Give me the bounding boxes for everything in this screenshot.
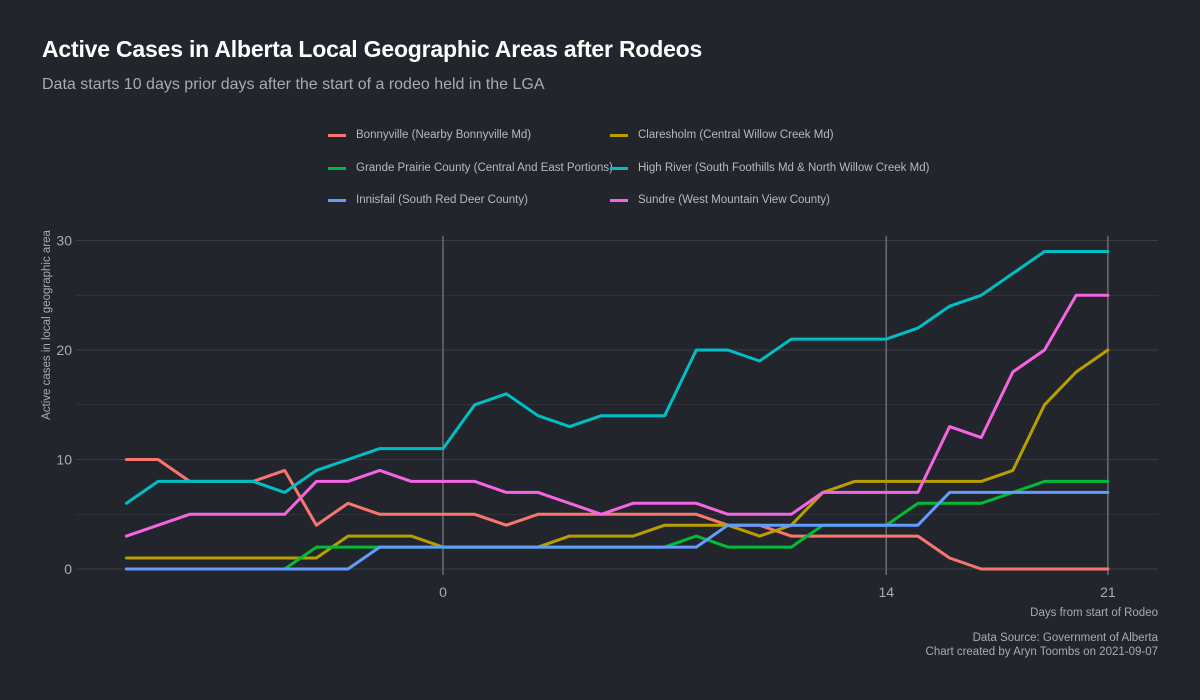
legend-swatch [328, 198, 346, 202]
source-note: Data Source: Government of Alberta Chart… [926, 631, 1158, 659]
legend-swatch [610, 133, 628, 137]
y-tick-label: 20 [56, 342, 72, 358]
legend-swatch [328, 133, 346, 137]
legend-item-sundre: Sundre (West Mountain View County) [610, 191, 830, 209]
y-axis-label: Active cases in local geographic area [41, 229, 53, 419]
series-line [124, 293, 1110, 538]
legend-swatch [328, 166, 346, 170]
chart-subtitle: Data starts 10 days prior days after the… [42, 76, 545, 93]
axes: Active cases in local geographic area Da… [41, 229, 1158, 619]
legend-item-high-river: High River (South Foothills Md & North W… [610, 159, 929, 177]
series-line [124, 490, 1110, 571]
legend-item-innisfail: Innisfail (South Red Deer County) [328, 191, 528, 209]
legend-label: High River (South Foothills Md & North W… [638, 162, 930, 174]
credit-line: Chart created by Aryn Toombs on 2021-09-… [925, 646, 1158, 658]
legend-item-claresholm: Claresholm (Central Willow Creek Md) [610, 126, 834, 144]
x-tick-label: 14 [878, 584, 894, 600]
series-line [124, 250, 1110, 505]
y-tick-label: 0 [64, 561, 72, 577]
series-line [124, 348, 1110, 560]
legend-label: Grande Prairie County (Central And East … [356, 162, 613, 174]
legend-label: Innisfail (South Red Deer County) [356, 194, 528, 206]
legend-label: Bonnyville (Nearby Bonnyville Md) [356, 129, 532, 141]
series-line [124, 479, 1110, 571]
legend-item-bonnyville: Bonnyville (Nearby Bonnyville Md) [328, 126, 531, 144]
chart-title: Active Cases in Alberta Local Geographic… [42, 36, 703, 62]
x-tick-label: 0 [439, 584, 447, 600]
y-tick-label: 30 [56, 233, 72, 249]
series-line [124, 458, 1110, 571]
reference-lines [442, 236, 1109, 575]
legend-label: Sundre (West Mountain View County) [638, 194, 830, 206]
legend-swatch [610, 198, 628, 202]
legend-swatch [610, 166, 628, 170]
x-axis-label: Days from start of Rodeo [1030, 607, 1158, 619]
series-lines [124, 250, 1110, 571]
x-tick-label: 21 [1100, 584, 1116, 600]
legend-label: Claresholm (Central Willow Creek Md) [638, 129, 834, 141]
legend: Bonnyville (Nearby Bonnyville Md) Clares… [328, 126, 968, 216]
y-tick-label: 10 [56, 452, 72, 468]
legend-item-grande-prairie: Grande Prairie County (Central And East … [328, 159, 613, 177]
source-line: Data Source: Government of Alberta [972, 632, 1158, 644]
